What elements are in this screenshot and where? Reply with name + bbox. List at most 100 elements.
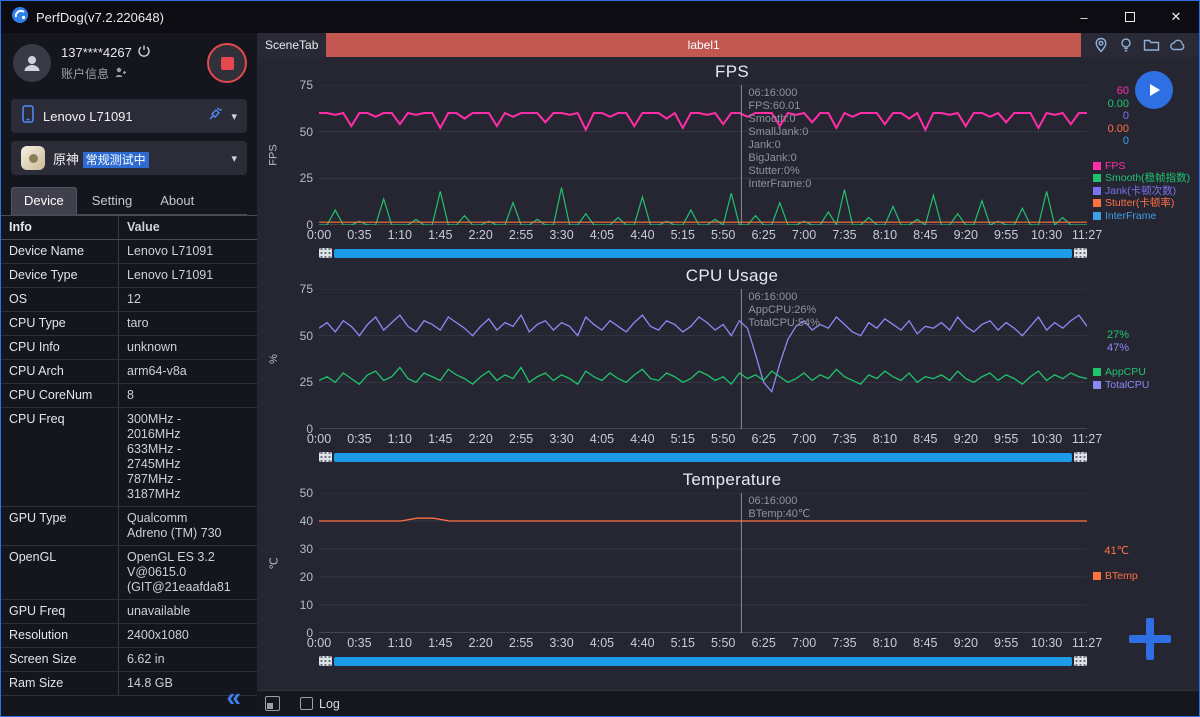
stop-icon (221, 57, 234, 70)
chart-scrollbar[interactable] (319, 452, 1087, 462)
tab-about[interactable]: About (147, 187, 207, 214)
chart-scrollbar[interactable] (319, 656, 1087, 666)
x-tick-label: 1:10 (388, 228, 412, 242)
scrollbar-track[interactable] (334, 657, 1072, 666)
scrollbar-track[interactable] (334, 249, 1072, 258)
legend-swatch (1093, 187, 1101, 195)
x-tick-label: 7:35 (832, 636, 856, 650)
panel-toggle-icon[interactable] (265, 696, 280, 711)
folder-icon[interactable] (1143, 37, 1160, 53)
scrollbar-grip-right[interactable] (1074, 452, 1087, 462)
x-tick-label: 2:55 (509, 228, 533, 242)
y-axis: 7550250 (283, 85, 319, 225)
info-cell: CPU Type (1, 312, 119, 335)
minimize-button[interactable]: – (1061, 1, 1107, 33)
x-tick-label: 0:00 (307, 636, 331, 650)
x-tick-label: 5:15 (671, 636, 695, 650)
chart-scrollbar[interactable] (319, 248, 1087, 258)
x-axis: 0:000:351:101:452:202:553:304:054:405:15… (319, 633, 1087, 653)
series-smooth (319, 188, 1087, 225)
chart-cpu: CPU Usage % 7550250 06:16:000AppCPU:26%T… (265, 263, 1199, 465)
scrollbar-grip-left[interactable] (319, 248, 332, 258)
value-cell: 12 (119, 288, 257, 311)
info-header: Info (1, 216, 119, 239)
scene-label-bar[interactable]: label1 (326, 33, 1081, 57)
avatar[interactable] (13, 44, 51, 82)
x-tick-label: 8:45 (913, 432, 937, 446)
chart-plot[interactable]: 06:16:000AppCPU:26%TotalCPU:54% (319, 289, 1087, 429)
maximize-button[interactable] (1107, 1, 1153, 33)
legend-item: AppCPU (1093, 366, 1199, 379)
play-button[interactable] (1135, 71, 1173, 109)
chart-plot[interactable]: 06:16:000BTemp:40℃ (319, 493, 1087, 633)
x-tick-label: 3:30 (549, 432, 573, 446)
y-tick-label: 40 (300, 514, 313, 528)
log-checkbox[interactable] (300, 697, 313, 710)
legend-label: Smooth(稳帧指数) (1105, 172, 1190, 185)
close-button[interactable]: ✕ (1153, 1, 1199, 33)
x-tick-label: 2:55 (509, 636, 533, 650)
y-tick-label: 10 (300, 598, 313, 612)
usb-connection-icon (208, 106, 223, 126)
info-cell: CPU Info (1, 336, 119, 359)
value-cell: 300MHz - 2016MHz 633MHz - 2745MHz 787MHz… (119, 408, 257, 506)
y-tick-label: 50 (300, 486, 313, 500)
lightbulb-icon[interactable] (1118, 37, 1134, 53)
x-tick-label: 8:10 (873, 636, 897, 650)
y-tick-label: 50 (300, 125, 313, 139)
cloud-icon[interactable] (1169, 37, 1187, 53)
x-tick-label: 5:15 (671, 228, 695, 242)
stop-record-button[interactable] (207, 43, 247, 83)
x-tick-label: 11:27 (1072, 432, 1102, 446)
logout-icon[interactable] (138, 45, 150, 60)
device-select-value: Lenovo L71091 (43, 109, 200, 124)
scrollbar-grip-right[interactable] (1074, 248, 1087, 258)
x-tick-label: 4:40 (630, 636, 654, 650)
legend-item: FPS (1093, 160, 1199, 173)
x-axis: 0:000:351:101:452:202:553:304:054:405:15… (319, 225, 1087, 245)
table-row: Screen Size 6.62 in (1, 648, 257, 672)
sidebar-collapse-button[interactable]: « (227, 684, 241, 710)
add-chart-button[interactable] (1129, 618, 1171, 660)
account-info-label[interactable]: 账户信息 (61, 65, 109, 82)
chart-title: CPU Usage (265, 263, 1199, 289)
info-cell: Screen Size (1, 648, 119, 671)
info-cell: Resolution (1, 624, 119, 647)
x-tick-label: 3:30 (549, 636, 573, 650)
app-select[interactable]: 原神 常规测试中 ▾ (11, 141, 247, 175)
scrollbar-grip-left[interactable] (319, 656, 332, 666)
device-info-table: Info Value Device Name Lenovo L71091 Dev… (1, 215, 257, 696)
x-tick-label: 7:00 (792, 228, 816, 242)
device-select[interactable]: Lenovo L71091 ▾ (11, 99, 247, 133)
x-tick-label: 6:25 (751, 432, 775, 446)
tab-device[interactable]: Device (11, 187, 77, 214)
titlebar: PerfDog(v7.2.220648) – ✕ (1, 1, 1199, 33)
y-axis: 50403020100 (283, 493, 319, 633)
legend-item: InterFrame (1093, 210, 1199, 223)
scrollbar-grip-right[interactable] (1074, 656, 1087, 666)
value-cell: 8 (119, 384, 257, 407)
bottom-bar: Log (257, 690, 1199, 716)
legend-label: AppCPU (1105, 366, 1146, 379)
info-cell: Ram Size (1, 672, 119, 695)
chart-plot[interactable]: 06:16:000FPS:60.01Smooth:0SmallJank:0Jan… (319, 85, 1087, 225)
x-tick-label: 4:05 (590, 636, 614, 650)
x-tick-label: 9:55 (994, 228, 1018, 242)
x-tick-label: 3:30 (549, 228, 573, 242)
table-row: OS 12 (1, 288, 257, 312)
legend-item: BTemp (1093, 570, 1199, 583)
scrollbar-track[interactable] (334, 453, 1072, 462)
y-axis-unit-label: ℃ (265, 493, 283, 633)
x-tick-label: 6:25 (751, 636, 775, 650)
x-tick-label: 8:10 (873, 228, 897, 242)
account-switch-icon[interactable] (114, 66, 126, 81)
x-tick-label: 4:40 (630, 228, 654, 242)
tab-setting[interactable]: Setting (79, 187, 145, 214)
current-value: 0 (1093, 110, 1129, 123)
window-title: PerfDog(v7.2.220648) (36, 10, 164, 25)
y-tick-label: 30 (300, 542, 313, 556)
marker-pin-icon[interactable] (1093, 37, 1109, 53)
x-tick-label: 10:30 (1031, 636, 1062, 650)
scrollbar-grip-left[interactable] (319, 452, 332, 462)
current-value: 0.00 (1093, 98, 1129, 111)
